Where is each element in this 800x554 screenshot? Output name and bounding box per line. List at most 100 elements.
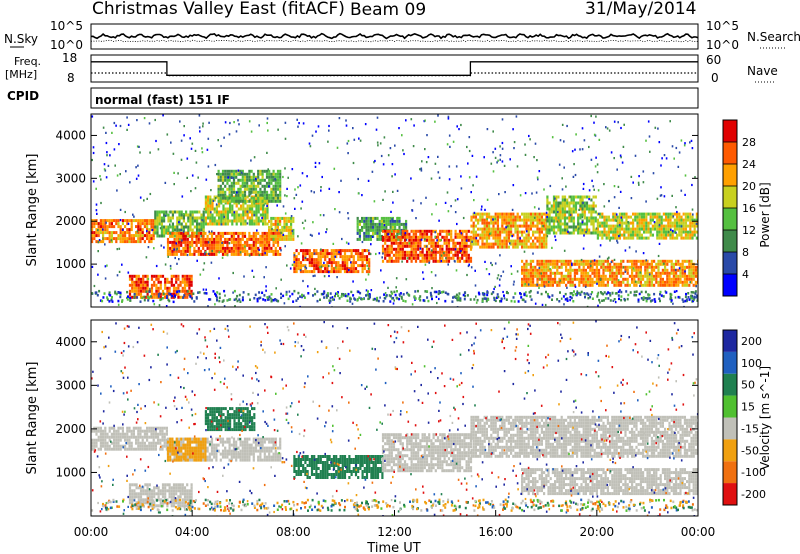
power-noise-cell	[113, 121, 116, 125]
power-cell	[213, 237, 216, 241]
power-cell	[649, 233, 652, 237]
power-cell	[389, 222, 392, 226]
power-ground-cell	[233, 298, 236, 301]
power-ground-cell	[280, 292, 282, 296]
power-noise-cell	[154, 118, 156, 122]
power-cell	[430, 250, 433, 254]
power-cell	[689, 233, 692, 237]
power-noise-cell	[258, 124, 260, 127]
power-noise-cell	[105, 141, 108, 145]
power-ground-cell	[620, 290, 623, 294]
power-cell	[693, 221, 696, 225]
power-cell	[540, 239, 543, 243]
power-ground-cell	[521, 298, 524, 301]
power-cell	[559, 204, 562, 208]
power-cell	[215, 240, 218, 244]
power-cell	[627, 227, 630, 231]
power-ground-cell	[562, 295, 565, 298]
power-ground-cell	[644, 290, 647, 294]
power-noise-cell	[352, 280, 354, 283]
power-cell	[169, 216, 172, 220]
power-cell	[672, 262, 675, 266]
power-ground-cell	[558, 300, 561, 303]
power-noise-cell	[284, 245, 286, 248]
power-noise-cell	[675, 231, 677, 234]
power-noise-cell	[379, 296, 381, 299]
power-cell	[402, 225, 405, 229]
power-ground-cell	[171, 294, 174, 298]
power-cell	[279, 252, 282, 256]
power-cell	[492, 233, 495, 237]
power-noise-cell	[583, 234, 585, 237]
power-noise-cell	[166, 133, 169, 136]
power-cell	[378, 231, 381, 235]
power-noise-cell	[288, 290, 291, 293]
power-cell	[683, 280, 686, 284]
power-noise-cell	[434, 231, 436, 234]
power-cell	[172, 286, 176, 290]
power-noise-cell	[658, 242, 661, 245]
power-noise-cell	[298, 122, 300, 125]
power-noise-cell	[115, 124, 117, 127]
power-noise-cell	[332, 242, 335, 245]
power-cell	[496, 245, 499, 249]
power-cell	[383, 216, 386, 220]
power-ground-cell	[98, 289, 101, 293]
power-cell	[472, 215, 475, 219]
power-ground-cell	[486, 293, 489, 297]
power-cell	[684, 218, 687, 222]
power-cell	[666, 274, 669, 278]
power-noise-cell	[667, 230, 670, 234]
power-cell	[174, 234, 177, 238]
power-cell	[492, 245, 495, 249]
power-cell	[613, 262, 616, 266]
power-cell	[119, 237, 122, 241]
power-noise-cell	[563, 303, 565, 306]
power-noise-cell	[620, 156, 622, 159]
power-noise-cell	[534, 142, 537, 145]
power-cell	[137, 222, 140, 226]
power-cell	[660, 224, 663, 228]
power-cell	[170, 283, 173, 287]
power-cell	[428, 250, 431, 254]
power-cell	[381, 259, 385, 263]
power-cell	[452, 238, 455, 242]
power-cell	[604, 268, 607, 272]
power-cell	[115, 219, 118, 223]
power-cell	[348, 267, 351, 271]
power-cell	[662, 230, 665, 234]
power-cell	[545, 233, 548, 237]
power-noise-cell	[468, 149, 471, 153]
power-cell	[688, 265, 691, 269]
power-cell	[521, 233, 524, 237]
power-cell	[259, 243, 262, 247]
power-cell	[219, 196, 222, 200]
power-cell	[230, 252, 233, 256]
power-cell	[571, 283, 574, 287]
power-cell	[490, 227, 493, 231]
power-cell	[463, 247, 466, 251]
power-cell	[218, 213, 221, 217]
power-cell	[633, 262, 636, 266]
power-noise-cell	[371, 170, 374, 173]
power-cell	[173, 231, 176, 235]
power-cell	[552, 222, 556, 226]
power-cell	[679, 265, 682, 269]
power-cell	[402, 222, 405, 226]
power-cell	[521, 239, 524, 243]
power-cell	[252, 184, 255, 188]
power-cell	[246, 175, 249, 179]
power-cell	[361, 255, 364, 259]
power-cell	[403, 238, 407, 242]
power-cell	[450, 232, 453, 236]
power-noise-cell	[116, 189, 118, 192]
power-cell	[158, 210, 161, 214]
power-cell	[173, 243, 176, 247]
power-ground-cell	[613, 298, 616, 301]
power-cell	[232, 178, 236, 182]
power-cell	[414, 235, 418, 239]
power-noise-cell	[92, 146, 95, 149]
power-cell	[658, 215, 661, 219]
power-cell	[387, 219, 390, 223]
power-cell	[139, 292, 143, 296]
